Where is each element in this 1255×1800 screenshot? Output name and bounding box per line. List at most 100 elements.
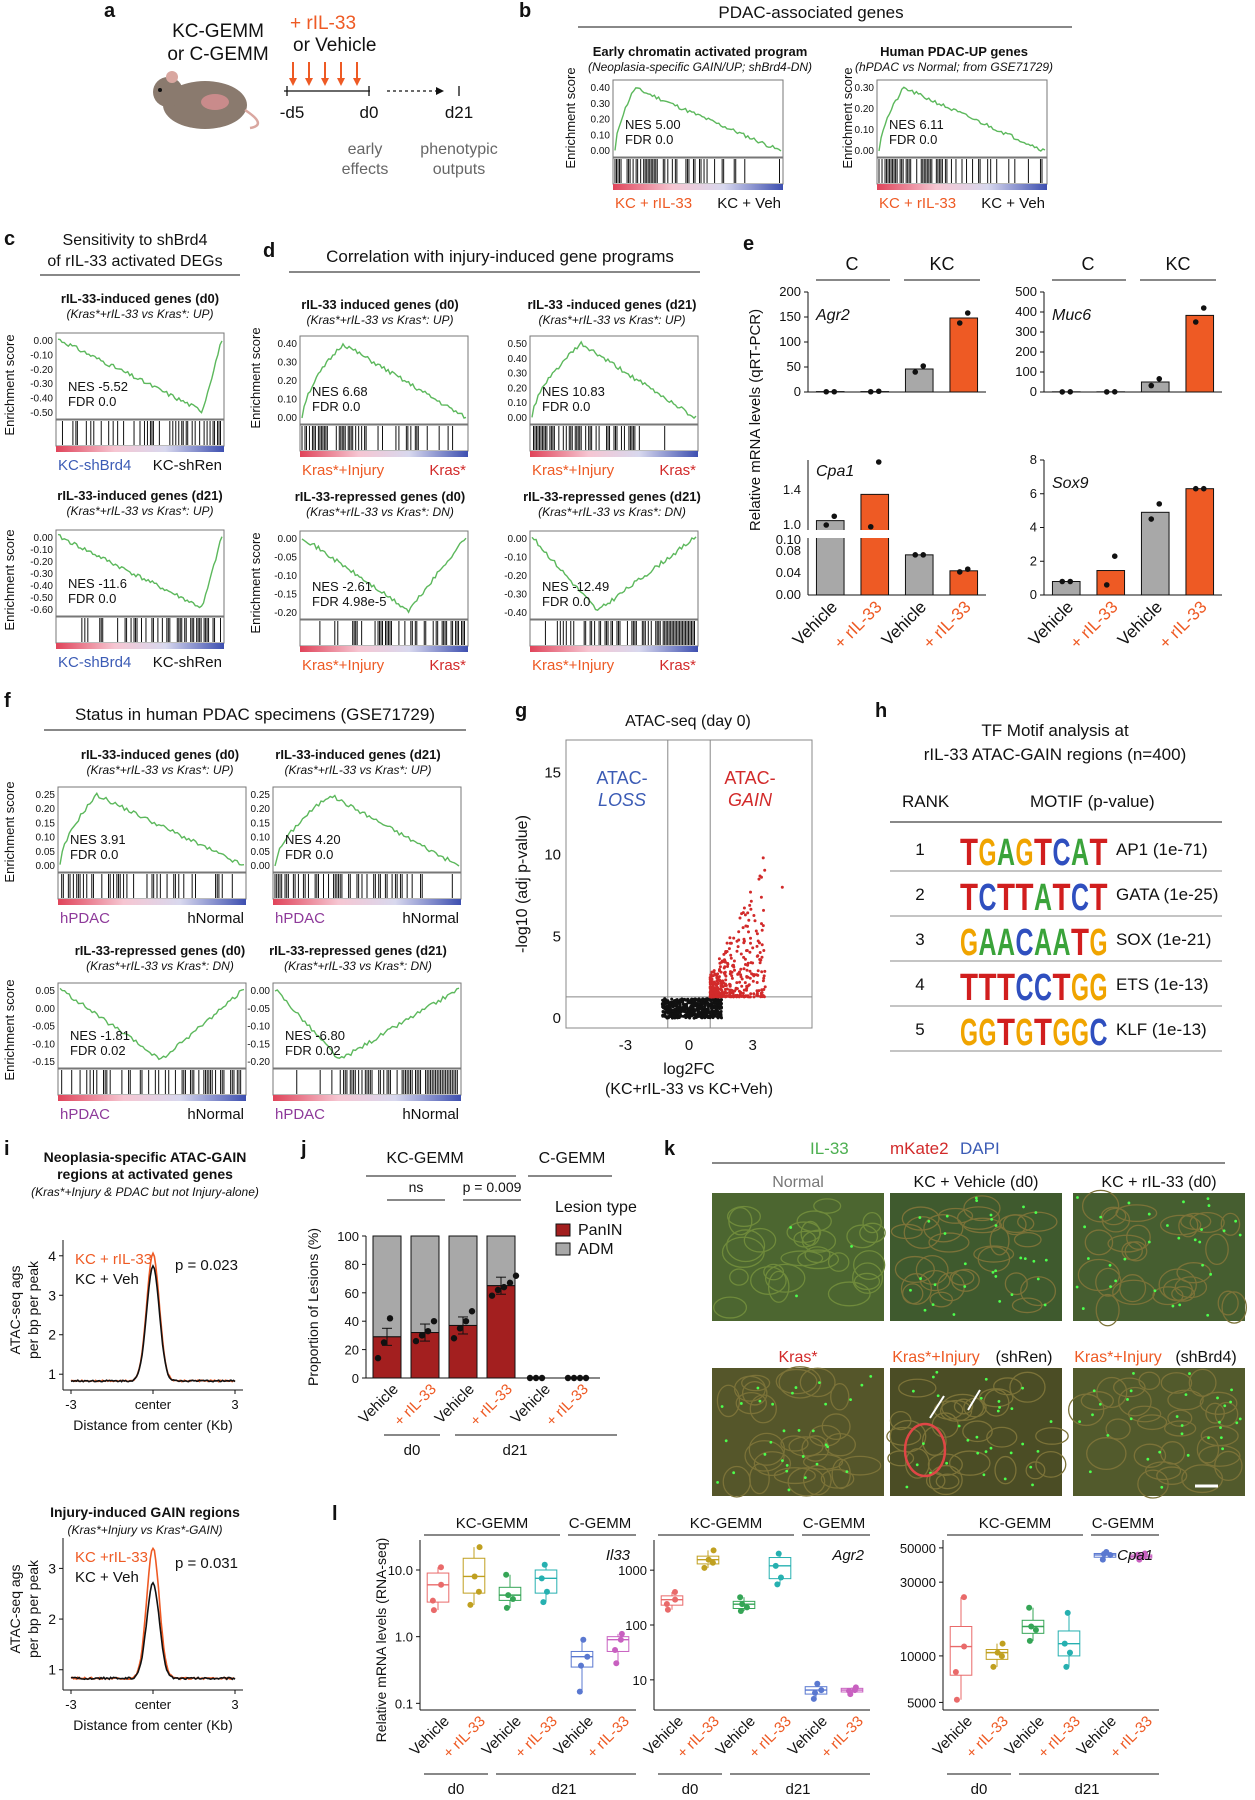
volcano-point-sig — [722, 952, 726, 956]
tissue-structure — [935, 1473, 960, 1490]
motif-logo-letter: T — [960, 877, 978, 919]
y-axis-label: Proportion of Lesions (%) — [305, 1228, 321, 1386]
il33-signal — [1147, 1240, 1151, 1244]
enrichment-curve — [59, 987, 245, 1061]
tissue-structure — [852, 1262, 884, 1294]
volcano-point-sig — [726, 965, 729, 968]
group-left-label: KC-shBrd4 — [58, 654, 131, 671]
il33-signal — [1127, 1201, 1131, 1205]
data-point — [956, 569, 963, 575]
y-tick-label: 3 — [48, 1287, 56, 1303]
il33-signal — [1219, 1426, 1222, 1430]
y-tick-label: 10.0 — [388, 1563, 413, 1578]
box-point — [775, 1550, 782, 1557]
volcano-point — [663, 1012, 667, 1016]
volcano-point — [683, 1003, 687, 1007]
gsea-y-tick: 0.10 — [36, 833, 56, 844]
volcano-point — [701, 997, 705, 1001]
group-left-label: Kras*+Injury — [302, 657, 385, 674]
il33-signal — [1109, 1285, 1112, 1289]
box-point — [1103, 1549, 1110, 1556]
tissue-structure — [1013, 1231, 1042, 1248]
motif-logo-letter: A — [1053, 922, 1071, 964]
volcano-point-sig — [751, 961, 755, 965]
box-point — [1141, 1550, 1148, 1557]
enrichment-curve — [274, 987, 460, 1059]
volcano-point — [661, 1013, 665, 1017]
gsea-title: rIL-33 -induced genes (d21) — [527, 297, 696, 312]
tissue-structure — [801, 1435, 830, 1462]
group-left-label: KC-shBrd4 — [58, 457, 131, 474]
box-point — [540, 1599, 547, 1606]
y-tick-label: 100 — [625, 1618, 647, 1633]
volcano-point — [665, 1009, 669, 1013]
volcano-point-sig — [763, 868, 767, 872]
mouse-model-label: KC-GEMM — [172, 21, 264, 42]
il33-signal — [720, 1405, 724, 1408]
tissue-structure — [1162, 1278, 1193, 1302]
bar — [1096, 570, 1126, 596]
box-point — [437, 1564, 444, 1571]
gsea-y-tick: 0.25 — [251, 790, 271, 801]
volcano-point — [705, 1000, 709, 1004]
y-tick-label: 0 — [794, 384, 801, 399]
volcano-point-sig — [758, 958, 762, 961]
tissue-structure — [1133, 1443, 1167, 1468]
y-axis-label: per bp per peak — [25, 1260, 41, 1359]
treatment-label: or Vehicle — [293, 35, 376, 56]
tissue-structure — [956, 1206, 1001, 1230]
il33-signal — [1219, 1436, 1223, 1440]
tissue-structure — [1105, 1418, 1131, 1440]
p-value-label: p = 0.023 — [175, 1257, 238, 1274]
tissue-structure — [787, 1467, 826, 1497]
box-point — [701, 1564, 708, 1571]
volcano-point-sig — [728, 983, 732, 987]
il33-signal — [945, 1461, 949, 1465]
box-point — [743, 1604, 750, 1611]
y-tick-label: 6 — [1030, 486, 1037, 501]
volcano-point — [683, 1010, 687, 1014]
il33-signal — [1078, 1420, 1081, 1424]
volcano-point-sig — [735, 981, 739, 985]
y-tick-label: 0.04 — [776, 565, 801, 580]
volcano-point-sig — [747, 930, 750, 934]
volcano-point-sig — [743, 981, 747, 985]
fdr-label: FDR 0.0 — [542, 594, 590, 609]
box-point — [618, 1630, 625, 1637]
gsea-y-tick: 0.10 — [855, 125, 875, 136]
gsea-title: rIL-33-induced genes (d0) — [61, 291, 219, 306]
gsea-y-tick: 0.20 — [251, 804, 271, 815]
volcano-point — [678, 1003, 682, 1007]
early-effects-label: effects — [342, 161, 389, 178]
annotation: ATAC- — [724, 768, 775, 788]
tissue-structure — [923, 1214, 964, 1243]
il33-signal — [1092, 1389, 1096, 1393]
il33-signal — [1021, 1442, 1025, 1446]
volcano-point-sig — [747, 983, 751, 987]
timepoint-label: d0 — [404, 1442, 421, 1459]
gsea-y-tick: 0.40 — [278, 339, 298, 350]
group-right-label: hNormal — [402, 1106, 459, 1123]
box-point — [503, 1571, 510, 1578]
legend-swatch — [555, 1223, 571, 1237]
timepoint-label: d21 — [785, 1781, 810, 1798]
volcano-point-sig — [720, 980, 724, 984]
motif-logo-letter: A — [979, 922, 997, 964]
gsea-title: rIL-33 induced genes (d0) — [301, 297, 458, 312]
dose-arrow — [337, 78, 345, 86]
gsea-y-tick: 0.00 — [36, 1004, 56, 1015]
il33-signal — [1132, 1372, 1135, 1375]
micrograph-panel — [1073, 1193, 1245, 1321]
il33-signal — [756, 1386, 760, 1390]
motif-logo-letter: C — [1016, 967, 1034, 1009]
volcano-point-sig — [755, 954, 759, 958]
tissue-structure — [796, 1210, 832, 1233]
tissue-structure — [763, 1263, 785, 1281]
fdr-label: FDR 0.0 — [889, 132, 937, 147]
tissue-structure — [1020, 1276, 1057, 1307]
volcano-point — [685, 1011, 689, 1015]
data-point — [380, 1339, 388, 1346]
volcano-point-sig — [716, 988, 720, 992]
gsea-y-tick: -0.50 — [30, 593, 53, 604]
tissue-structure — [862, 1211, 882, 1234]
